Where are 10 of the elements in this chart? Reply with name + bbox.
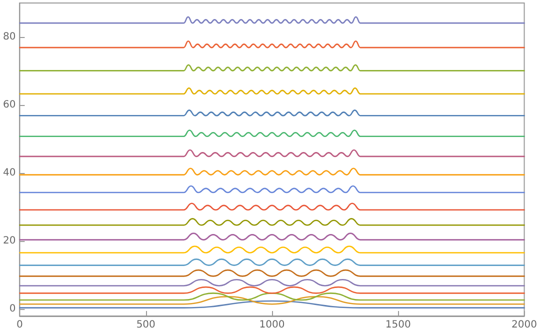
x-tick-label: 500: [136, 320, 156, 330]
y-tick-label: 80: [2, 32, 16, 43]
y-tick-label: 20: [2, 236, 16, 247]
y-tick-label: 0: [9, 304, 16, 315]
x-tick-label: 2000: [512, 320, 537, 330]
y-tick-label: 40: [2, 168, 16, 179]
y-tick-label: 60: [2, 100, 16, 111]
x-tick-label: 1000: [259, 320, 285, 330]
x-tick-label: 0: [16, 320, 23, 330]
x-tick-label: 1500: [385, 320, 411, 330]
